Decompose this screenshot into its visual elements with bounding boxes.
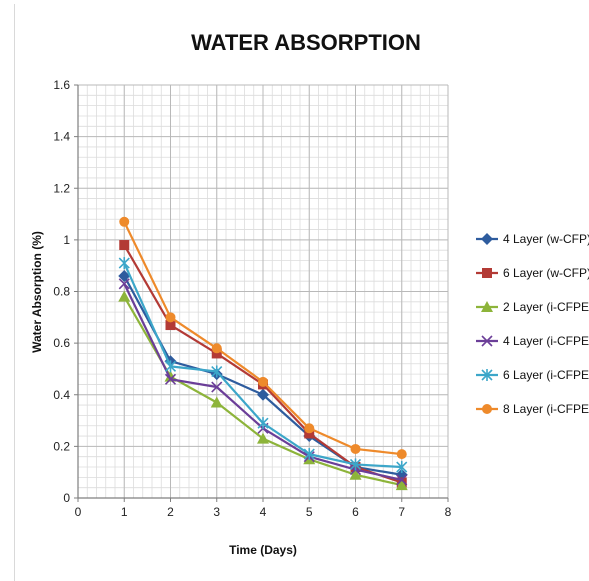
data-point [118,257,130,270]
legend-label: 6 Layer (w-CFP) [503,266,589,280]
marker-stroke [481,335,493,347]
marker-stroke [164,373,177,385]
legend-item: 4 Layer (i-CFPE) [476,334,589,348]
legend-label: 8 Layer (i-CFPE) [503,402,589,416]
data-point [211,365,223,378]
data-point [211,381,223,393]
data-point [119,216,130,227]
legend: 4 Layer (w-CFP) 6 Layer (w-CFP) 2 Layer (i… [476,232,589,416]
legend-marker [481,233,493,245]
data-point [395,479,408,491]
x-tick-label: 5 [306,505,313,519]
legend-item: 6 Layer (w-CFP) [476,266,589,280]
marker-stroke [396,474,408,486]
x-tick-label: 1 [121,505,128,519]
data-point [304,423,315,434]
legend-item: 2 Layer (i-CFPE) [476,300,589,314]
y-tick-label: 0.8 [53,285,70,299]
y-tick-label: 1.4 [53,130,70,144]
x-axis-title: Time (Days) [229,543,297,557]
x-tick-label: 4 [260,505,267,519]
chart-title: WATER ABSORPTION [191,30,421,55]
x-tick-label: 3 [213,505,220,519]
legend-marker [482,404,492,414]
legend-item: 8 Layer (i-CFPE) [476,402,589,416]
x-tick-label: 7 [398,505,405,519]
data-point [396,461,408,474]
y-tick-label: 0 [63,491,70,505]
marker-stroke [211,381,223,393]
legend-marker [482,268,492,278]
y-tick-label: 1.2 [53,181,70,195]
legend-label: 4 Layer (w-CFP) [503,232,589,246]
legend-item: 6 Layer (i-CFPE) [476,368,589,382]
marker-stroke [118,278,130,290]
data-point [396,474,408,486]
y-tick-label: 0.2 [53,439,70,453]
y-tick-label: 1 [63,233,70,247]
legend-item: 4 Layer (w-CFP) [476,232,589,246]
data-point [257,417,269,430]
x-tick-label: 8 [445,505,452,519]
series-5 [118,257,408,474]
data-point [210,396,223,408]
y-tick-label: 0.6 [53,336,70,350]
data-point [350,443,361,454]
data-point [211,343,222,354]
data-point [165,312,176,323]
series-group [118,216,408,491]
axes: 0 1 2 3 4 5 6 7 8 0 0.2 0.4 0.6 0.8 1 1.2 1.4 1.6 [53,78,451,519]
data-point [118,278,130,290]
y-tick-label: 1.6 [53,78,70,92]
legend-label: 4 Layer (i-CFPE) [503,334,589,348]
plot-grid [77,84,449,499]
data-point [349,458,362,471]
x-tick-label: 2 [167,505,174,519]
data-point [396,449,407,460]
data-point [257,432,269,444]
x-tick-label: 0 [75,505,82,519]
legend-marker [481,301,493,312]
legend-marker [481,369,493,381]
data-point [118,270,131,283]
series-6 [119,216,407,460]
data-point [304,428,315,439]
data-point [165,320,176,331]
legend-label: 2 Layer (i-CFPE) [503,300,589,314]
y-tick-label: 0.4 [53,388,70,402]
data-point [257,388,269,401]
data-point [164,373,177,385]
data-point [211,348,222,359]
data-point [349,468,362,480]
data-point [258,376,268,387]
data-point [303,448,315,461]
frame-left-border [14,4,15,581]
y-axis-title: Water Absorption (%) [30,231,44,353]
data-point [118,290,131,302]
legend-label: 6 Layer (i-CFPE) [503,368,589,382]
data-point [119,240,130,251]
x-tick-label: 6 [352,505,359,519]
legend-marker [481,335,493,347]
data-point [164,360,177,373]
